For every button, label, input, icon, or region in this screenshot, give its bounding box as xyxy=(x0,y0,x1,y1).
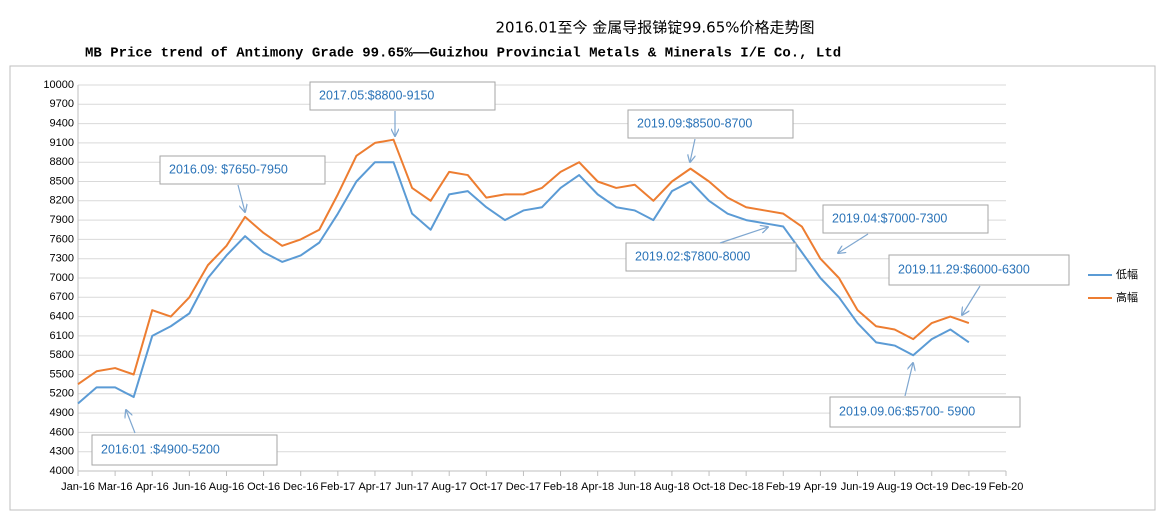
annotation-box xyxy=(625,242,797,272)
x-tick-label: Jun-18 xyxy=(618,481,652,493)
annotation-box xyxy=(159,155,326,185)
x-tick-label: Jan-16 xyxy=(61,481,95,493)
y-tick-label: 8800 xyxy=(50,156,74,168)
x-tick-label: Oct-19 xyxy=(915,481,948,493)
chart-subtitle: MB Price trend of Antimony Grade 99.65%—… xyxy=(85,46,841,62)
x-tick-label: Aug-17 xyxy=(431,481,466,493)
x-tick-label: Feb-20 xyxy=(989,481,1024,493)
y-tick-label: 4900 xyxy=(50,407,74,419)
annotation-text: 2017.05:$8800-9150 xyxy=(319,88,434,102)
x-tick-label: Aug-18 xyxy=(654,481,689,493)
x-tick-label: Oct-16 xyxy=(247,481,280,493)
annotation-text: 2019.02:$7800-8000 xyxy=(635,249,750,263)
legend-label: 高幅 xyxy=(1116,290,1138,304)
x-tick-label: Oct-17 xyxy=(470,481,503,493)
annotation-box xyxy=(91,434,278,466)
y-tick-label: 9700 xyxy=(50,98,74,110)
y-tick-label: 4300 xyxy=(50,446,74,458)
y-tick-label: 8500 xyxy=(50,175,74,187)
y-tick-label: 7600 xyxy=(50,233,74,245)
series-line xyxy=(77,138,970,385)
x-tick-label: Jun-17 xyxy=(395,481,429,493)
x-tick-label: Dec-18 xyxy=(728,481,763,493)
x-tick-label: Apr-18 xyxy=(581,481,614,493)
x-tick-label: Dec-17 xyxy=(506,481,541,493)
chart-title: 2016.01至今 金属导报锑锭99.65%价格走势图 xyxy=(496,19,815,37)
x-tick-label: Jun-16 xyxy=(173,481,207,493)
x-tick-label: Feb-19 xyxy=(766,481,801,493)
annotation-box xyxy=(309,81,496,111)
y-tick-label: 5800 xyxy=(50,349,74,361)
x-tick-label: Dec-16 xyxy=(283,481,318,493)
annotation-text: 2019.04:$7000-7300 xyxy=(832,211,947,225)
y-tick-label: 6700 xyxy=(50,291,74,303)
x-tick-label: Apr-19 xyxy=(804,481,837,493)
annotation-box xyxy=(627,109,794,139)
plot-frame xyxy=(9,65,1156,511)
y-tick-label: 8200 xyxy=(50,195,74,207)
x-tick-label: Dec-19 xyxy=(951,481,986,493)
annotation-arrow xyxy=(126,410,136,434)
annotation-text: 2019.09:$8500-8700 xyxy=(637,116,752,130)
y-tick-label: 9100 xyxy=(50,137,74,149)
annotation-text: 2016:01 :$4900-5200 xyxy=(101,442,220,456)
annotation-arrow xyxy=(690,138,695,162)
y-tick-label: 6400 xyxy=(50,311,74,323)
legend-label: 低幅 xyxy=(1116,268,1138,281)
y-tick-label: 7300 xyxy=(50,253,74,265)
annotation-text: 2019.09.06:$5700- 5900 xyxy=(839,404,975,418)
x-tick-label: Oct-18 xyxy=(693,481,726,493)
y-tick-label: 4000 xyxy=(50,465,74,477)
x-tick-label: Feb-18 xyxy=(543,481,578,493)
x-tick-label: Feb-17 xyxy=(320,481,355,493)
annotation-arrow xyxy=(237,184,245,212)
y-tick-label: 9400 xyxy=(50,118,74,130)
y-tick-label: 4600 xyxy=(50,426,74,438)
y-tick-label: 5500 xyxy=(50,368,74,380)
x-tick-label: Mar-16 xyxy=(98,481,133,493)
annotation-arrow xyxy=(962,285,981,315)
annotation-arrow xyxy=(719,227,768,244)
annotation-box xyxy=(822,204,989,234)
annotation-arrow xyxy=(838,233,869,253)
annotation-text: 2019.11.29:$6000-6300 xyxy=(898,262,1030,276)
y-tick-label: 7900 xyxy=(50,214,74,226)
x-tick-label: Apr-17 xyxy=(358,481,391,493)
annotation-arrow xyxy=(904,363,913,397)
x-tick-label: Jun-19 xyxy=(841,481,875,493)
annotation-text: 2016.09: $7650-7950 xyxy=(169,162,288,176)
annotation-box xyxy=(888,254,1070,286)
series-line xyxy=(77,161,970,405)
y-tick-label: 10000 xyxy=(43,79,74,91)
y-tick-label: 6100 xyxy=(50,330,74,342)
y-tick-label: 7000 xyxy=(50,272,74,284)
x-tick-label: Aug-19 xyxy=(877,481,912,493)
x-tick-label: Apr-16 xyxy=(136,481,169,493)
annotation-box xyxy=(829,396,1021,428)
x-tick-label: Aug-16 xyxy=(209,481,244,493)
y-tick-label: 5200 xyxy=(50,388,74,400)
